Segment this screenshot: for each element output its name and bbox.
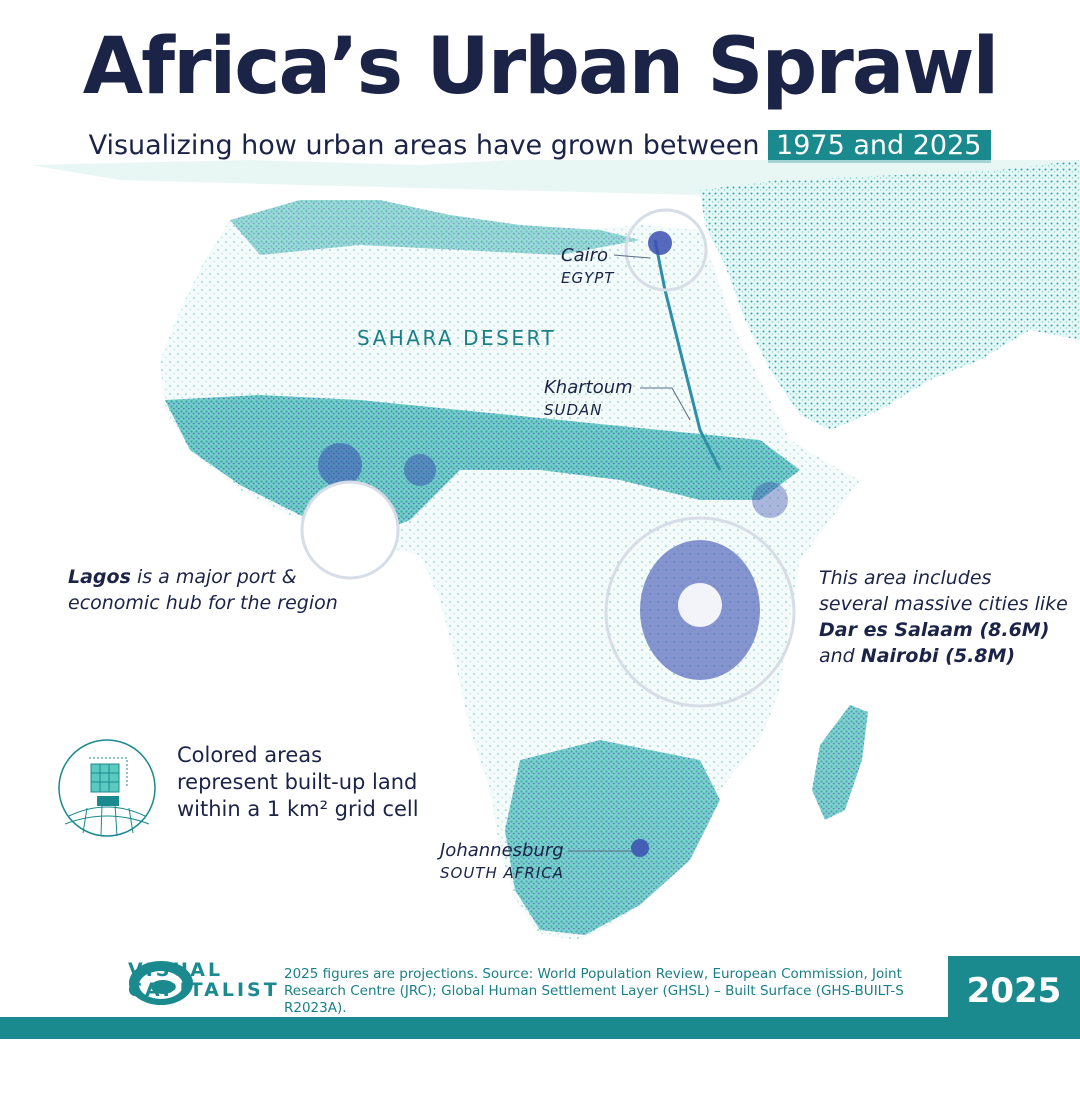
johannesburg-country: SOUTH AFRICA <box>440 864 564 882</box>
johannesburg-label: Johannesburg SOUTH AFRICA <box>440 840 564 884</box>
nairobi-bold: Nairobi (5.8M) <box>860 645 1016 667</box>
africa-landmass <box>160 200 860 940</box>
lagos-annotation: Lagos is a major port & economic hub for… <box>68 564 338 616</box>
khartoum-city: Khartoum <box>544 377 633 398</box>
cairo-city: Cairo <box>561 245 609 266</box>
johannesburg-city: Johannesburg <box>440 840 564 861</box>
grid-cell-icon <box>58 739 156 837</box>
legend-line1: Colored areas <box>177 743 323 767</box>
subtitle-text: Visualizing how urban areas have grown b… <box>88 130 760 161</box>
east-africa-annotation: This area includes several massive citie… <box>819 565 1068 669</box>
visual-capitalist-logo-icon <box>129 961 193 1005</box>
bottom-bar <box>0 1017 1080 1039</box>
east-line1: This area includes <box>819 567 992 589</box>
subtitle-highlight: 1975 and 2025 <box>768 130 992 163</box>
east-line2: several massive cities like <box>819 593 1068 615</box>
logo-wordmark: VISUAL CAPITALIST <box>128 960 280 1000</box>
africa-urban-map <box>30 160 1080 940</box>
middle-east-landmass <box>700 160 1080 430</box>
logo-line1: VISUAL <box>128 959 224 981</box>
lagos-magnifier <box>300 480 400 580</box>
source-line1: 2025 figures are projections. Source: Wo… <box>284 966 902 982</box>
lagos-text2: economic hub for the region <box>68 592 338 614</box>
source-note: 2025 figures are projections. Source: Wo… <box>284 966 944 1017</box>
southern-africa-built-up <box>505 740 720 935</box>
logo-line2: CAPITALIST <box>128 979 280 1001</box>
legend-line2: represent built-up land <box>177 770 418 794</box>
east-africa-magnifier <box>604 516 796 708</box>
lagos-text1: is a major port & <box>130 566 297 588</box>
khartoum-label: Khartoum SUDAN <box>544 377 633 421</box>
sahara-desert-label: SAHARA DESERT <box>357 326 557 350</box>
madagascar <box>812 705 868 820</box>
east-line4-prefix: and <box>819 645 861 667</box>
khartoum-country: SUDAN <box>544 401 603 419</box>
legend-line3: within a 1 km² grid cell <box>177 797 419 821</box>
lagos-bold: Lagos <box>68 566 131 588</box>
subtitle: Visualizing how urban areas have grown b… <box>0 130 1080 163</box>
year-badge: 2025 <box>948 956 1080 1017</box>
cairo-magnifier <box>624 208 708 292</box>
dar-es-salaam-bold: Dar es Salaam (8.6M) <box>819 619 1050 641</box>
source-line2: Research Centre (JRC); Global Human Sett… <box>284 983 904 1016</box>
cairo-label: Cairo EGYPT <box>561 245 614 289</box>
page-title: Africa’s Urban Sprawl <box>82 22 999 112</box>
nile-river-built-up <box>653 239 722 471</box>
legend-text: Colored areas represent built-up land wi… <box>177 742 419 823</box>
north-africa-coast <box>230 200 640 255</box>
cairo-country: EGYPT <box>561 269 615 287</box>
